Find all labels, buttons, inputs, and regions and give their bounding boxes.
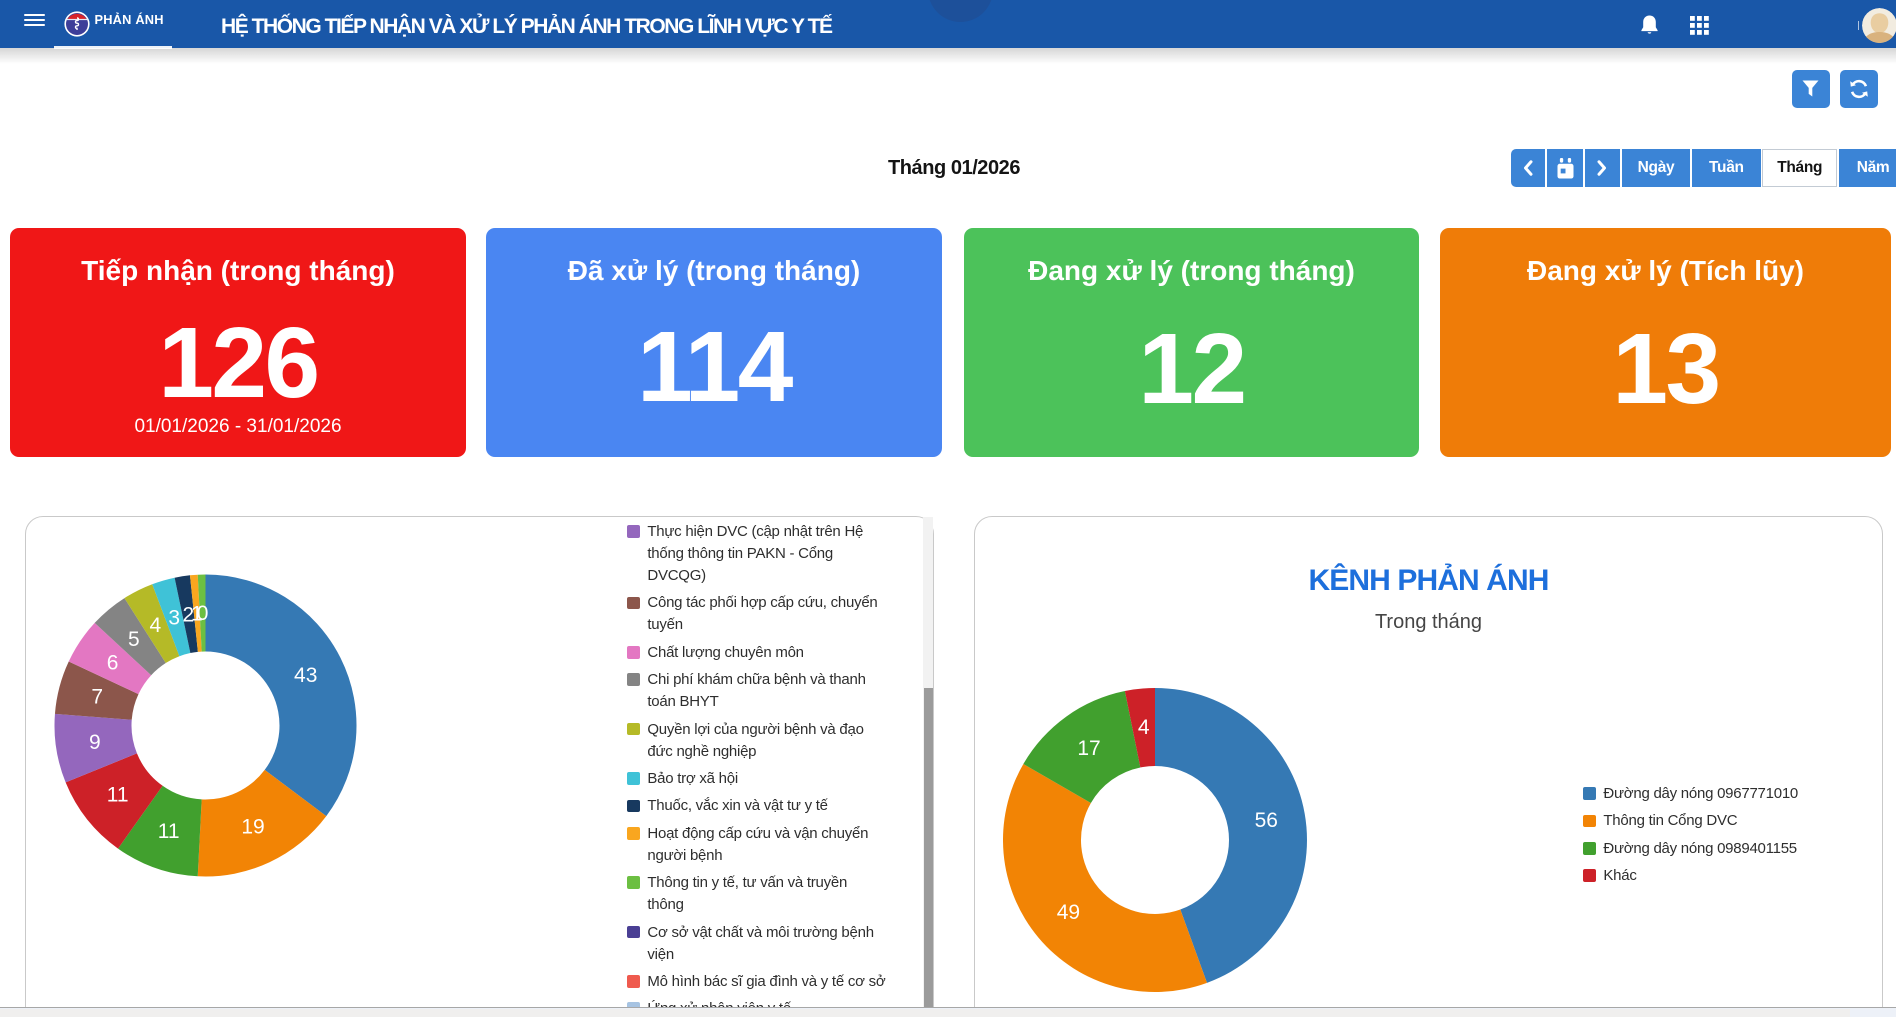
svg-text:0: 0 — [197, 602, 209, 625]
svg-text:4: 4 — [1138, 716, 1150, 739]
svg-text:2: 2 — [182, 603, 194, 626]
svg-text:43: 43 — [294, 663, 317, 686]
svg-text:11: 11 — [107, 783, 129, 806]
svg-text:3: 3 — [168, 606, 180, 629]
svg-text:19: 19 — [241, 815, 264, 838]
svg-text:5: 5 — [128, 628, 140, 651]
svg-text:6: 6 — [107, 651, 119, 674]
svg-text:9: 9 — [89, 731, 101, 754]
svg-text:49: 49 — [1057, 901, 1080, 924]
svg-text:56: 56 — [1255, 809, 1278, 832]
svg-text:1: 1 — [191, 602, 203, 625]
svg-text:7: 7 — [91, 685, 103, 708]
svg-text:4: 4 — [150, 613, 162, 636]
svg-text:17: 17 — [1077, 737, 1100, 760]
svg-text:11: 11 — [158, 819, 180, 842]
